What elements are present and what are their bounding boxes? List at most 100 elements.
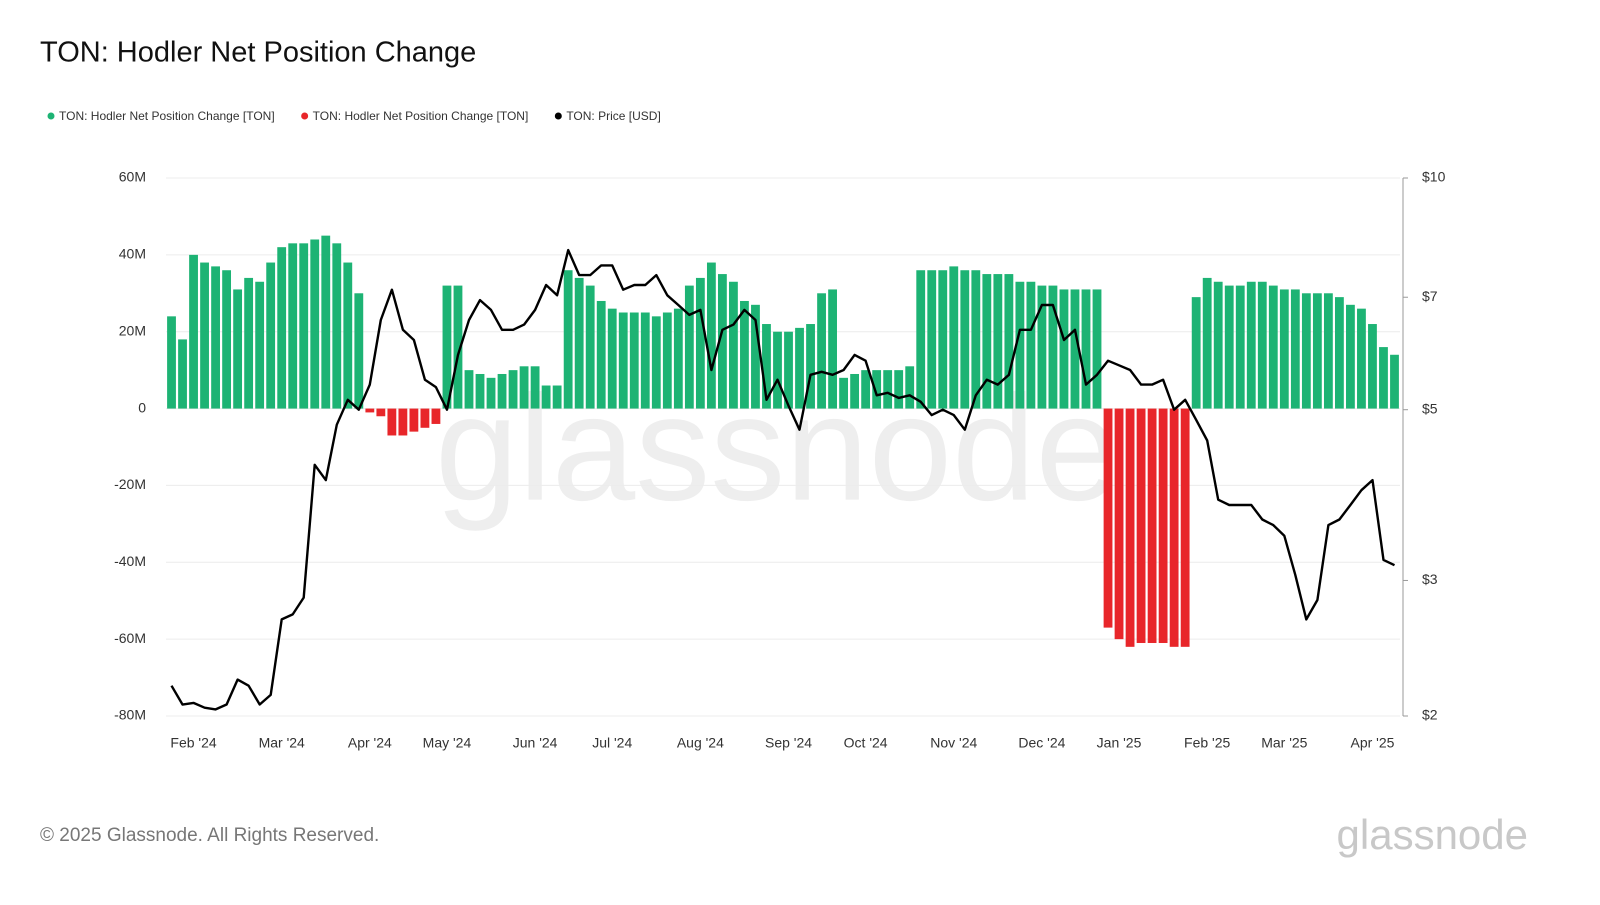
bar	[894, 370, 904, 409]
bar	[1235, 285, 1245, 409]
y-tick-label: -80M	[114, 707, 146, 723]
bar	[927, 270, 937, 409]
bar	[916, 270, 926, 409]
bar	[321, 235, 331, 409]
bar	[662, 312, 672, 409]
bar	[817, 293, 826, 409]
bar	[729, 281, 738, 409]
x-tick-label: Feb '24	[170, 735, 216, 751]
bar	[1202, 277, 1212, 409]
bar	[706, 262, 716, 409]
bar	[211, 266, 220, 409]
bar	[762, 324, 771, 409]
y-tick-label: -60M	[114, 630, 146, 646]
bar	[938, 270, 948, 409]
bar	[651, 316, 661, 409]
bar	[508, 370, 518, 409]
bar	[596, 300, 606, 409]
bar	[1081, 289, 1091, 409]
bar	[167, 316, 176, 409]
bar	[288, 243, 298, 409]
bar	[1224, 285, 1234, 409]
bar	[398, 408, 408, 436]
bar	[1136, 408, 1146, 643]
bar	[486, 377, 496, 409]
bar	[1015, 281, 1025, 409]
bar	[982, 274, 992, 409]
bar	[244, 277, 254, 409]
x-tick-label: Nov '24	[930, 735, 977, 751]
bar	[1169, 408, 1179, 647]
bar	[960, 270, 970, 409]
bar	[1191, 297, 1201, 409]
legend-marker	[47, 112, 55, 120]
bar	[233, 289, 243, 409]
bar	[629, 312, 639, 409]
bar	[343, 262, 353, 409]
bar	[1390, 354, 1399, 409]
bar	[883, 370, 893, 409]
bar	[1357, 308, 1366, 409]
bar	[971, 270, 981, 409]
bar	[949, 266, 959, 409]
bar	[1103, 408, 1113, 628]
x-tick-label: Jul '24	[592, 735, 632, 751]
bar	[519, 366, 529, 409]
bar	[640, 312, 650, 409]
bar	[1004, 274, 1014, 409]
x-tick-label: Feb '25	[1184, 735, 1230, 751]
bar	[277, 247, 287, 409]
bar	[222, 270, 232, 409]
bar	[563, 270, 573, 409]
bar	[618, 312, 628, 409]
x-tick-label: Aug '24	[677, 735, 724, 751]
bar	[1147, 408, 1157, 643]
y-tick-label: 20M	[119, 322, 146, 338]
legend-label: TON: Price [USD]	[566, 109, 660, 123]
bar	[1268, 285, 1278, 409]
bar	[1246, 281, 1256, 409]
y2-tick-label: $2	[1422, 707, 1438, 723]
y2-tick-label: $3	[1422, 571, 1438, 587]
legend-marker	[554, 112, 562, 120]
bar	[1301, 293, 1311, 409]
bar	[1048, 285, 1058, 409]
legend-marker	[301, 112, 309, 120]
x-tick-label: Oct '24	[844, 735, 888, 751]
bar	[442, 285, 452, 409]
bar	[1092, 289, 1102, 409]
y-tick-label: -20M	[114, 476, 146, 492]
bar	[541, 385, 551, 409]
x-tick-label: Mar '24	[259, 735, 305, 751]
bar	[850, 373, 860, 409]
bar	[740, 300, 749, 409]
y2-tick-label: $7	[1422, 288, 1438, 304]
bar	[530, 366, 540, 409]
x-tick-label: Apr '24	[348, 735, 392, 751]
bar	[1070, 289, 1080, 409]
bar	[310, 239, 320, 409]
bar	[828, 289, 837, 409]
bar	[420, 408, 430, 428]
bar	[365, 408, 375, 413]
bar	[585, 285, 595, 409]
bar	[200, 262, 209, 409]
bar	[189, 254, 198, 409]
y-tick-label: 60M	[119, 169, 146, 185]
bar	[475, 373, 485, 409]
bar	[717, 274, 727, 409]
x-tick-label: Mar '25	[1261, 735, 1307, 751]
bar	[266, 262, 276, 409]
bar	[684, 285, 694, 409]
bar	[1125, 408, 1135, 647]
bar	[1279, 289, 1289, 409]
bar	[453, 285, 463, 409]
bar	[1158, 408, 1168, 643]
bar	[1037, 285, 1047, 409]
bar	[1257, 281, 1267, 409]
bar	[1026, 281, 1036, 409]
y2-tick-label: $5	[1422, 400, 1438, 416]
bar	[839, 377, 849, 409]
